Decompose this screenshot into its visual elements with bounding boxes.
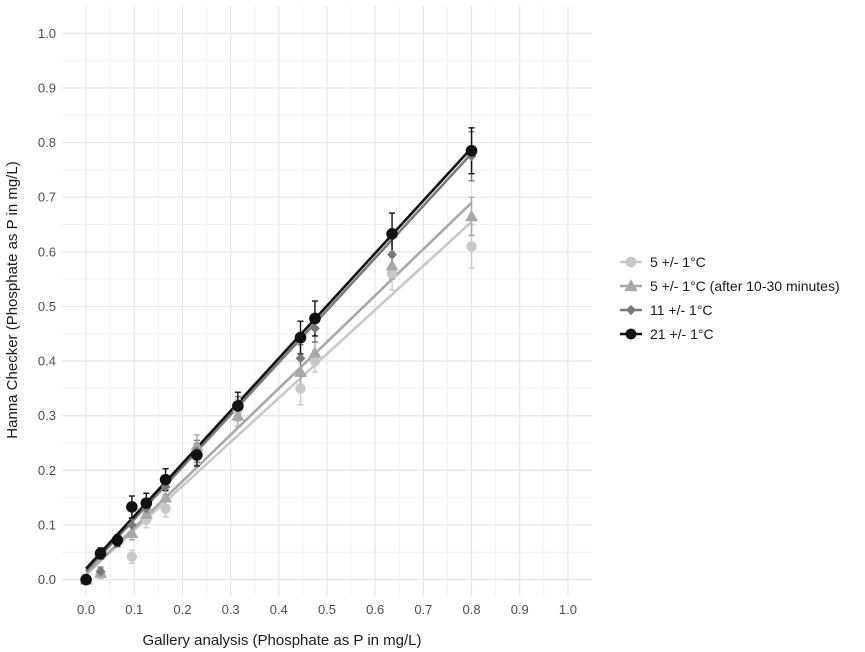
data-point-series-3 bbox=[387, 249, 397, 260]
data-point-series-2 bbox=[190, 439, 204, 451]
legend-key-marker bbox=[625, 304, 637, 316]
legend-item-series-1: 5 +/- 1°C bbox=[620, 254, 706, 270]
legend: 5 +/- 1°C 5 +/- 1°C (after 10-30 minutes)… bbox=[620, 254, 840, 342]
data-point-series-1 bbox=[126, 551, 138, 562]
y-tick-label: 0.5 bbox=[38, 299, 56, 314]
legend-label: 5 +/- 1°C bbox=[650, 254, 706, 270]
data-point-series-1 bbox=[309, 355, 321, 367]
y-tick-label: 0.8 bbox=[38, 135, 56, 150]
legend-item-series-2: 5 +/- 1°C (after 10-30 minutes) bbox=[620, 278, 840, 294]
x-tick-label: 0.4 bbox=[270, 602, 288, 617]
data-point-series-4 bbox=[111, 534, 124, 547]
data-point-series-4 bbox=[386, 228, 398, 240]
grid-major bbox=[62, 6, 592, 596]
x-tick-label: 0.8 bbox=[463, 602, 481, 617]
data-point-series-4 bbox=[80, 573, 92, 586]
data-point-series-4 bbox=[94, 547, 107, 560]
data-point-series-2 bbox=[294, 365, 307, 377]
data-point-series-4 bbox=[159, 473, 172, 486]
data-point-series-1 bbox=[466, 241, 477, 252]
y-tick-label: 0.6 bbox=[38, 244, 56, 259]
x-tick-label: 0.2 bbox=[173, 602, 191, 617]
x-axis-ticks: 0.0 0.1 0.2 0.3 0.4 0.5 0.6 0.7 0.8 0.9 1.0 bbox=[77, 602, 577, 617]
x-tick-label: 0.0 bbox=[77, 602, 95, 617]
y-axis-title: Hanna Checker (Phosphate as P in mg/L) bbox=[4, 161, 21, 438]
data-point-series-4 bbox=[126, 501, 138, 513]
legend-key-marker bbox=[625, 256, 637, 268]
data-points bbox=[79, 144, 479, 586]
y-tick-label: 0.7 bbox=[38, 190, 56, 205]
fit-line-series-4 bbox=[85, 147, 473, 570]
legend-key-marker bbox=[624, 279, 638, 292]
data-point-series-3 bbox=[295, 353, 306, 364]
y-tick-label: 0.4 bbox=[38, 354, 56, 369]
data-point-series-2 bbox=[231, 409, 245, 421]
data-point-series-2 bbox=[385, 258, 399, 271]
data-point-series-2 bbox=[159, 491, 173, 503]
data-point-series-4 bbox=[465, 144, 478, 157]
data-point-series-2 bbox=[125, 526, 139, 539]
data-point-series-1 bbox=[160, 503, 171, 514]
x-tick-label: 0.7 bbox=[414, 602, 432, 617]
data-point-series-3 bbox=[310, 323, 320, 334]
data-point-series-4 bbox=[232, 400, 244, 412]
legend-key-marker bbox=[625, 328, 637, 340]
y-tick-label: 0.3 bbox=[38, 408, 56, 423]
data-point-series-3 bbox=[95, 566, 106, 577]
data-point-series-3 bbox=[126, 520, 137, 530]
data-point-series-2 bbox=[308, 346, 322, 358]
data-point-series-4 bbox=[191, 449, 203, 461]
fit-line-series-2 bbox=[85, 201, 473, 576]
legend-item-series-4: 21 +/- 1°C bbox=[620, 326, 714, 342]
x-axis-title: Gallery analysis (Phosphate as P in mg/L… bbox=[142, 632, 421, 649]
y-tick-label: 0.0 bbox=[38, 572, 56, 587]
data-point-series-1 bbox=[295, 383, 306, 394]
x-tick-label: 0.6 bbox=[366, 602, 384, 617]
legend-label: 11 +/- 1°C bbox=[650, 302, 713, 318]
data-point-series-1 bbox=[386, 268, 398, 279]
data-point-series-4 bbox=[294, 331, 307, 344]
y-tick-label: 0.2 bbox=[38, 463, 56, 478]
x-tick-label: 0.3 bbox=[222, 602, 240, 617]
x-tick-label: 0.5 bbox=[318, 602, 336, 617]
data-point-series-2 bbox=[465, 209, 479, 222]
x-tick-label: 0.1 bbox=[125, 602, 143, 617]
legend-label: 5 +/- 1°C (after 10-30 minutes) bbox=[650, 278, 840, 294]
data-point-series-4 bbox=[309, 312, 321, 325]
x-tick-label: 1.0 bbox=[559, 602, 577, 617]
data-point-series-4 bbox=[140, 497, 153, 509]
y-axis-ticks: 0.0 0.1 0.2 0.3 0.4 0.5 0.6 0.7 0.8 0.9 1.0 bbox=[38, 26, 56, 587]
y-tick-label: 1.0 bbox=[38, 26, 56, 41]
legend-item-series-3: 11 +/- 1°C bbox=[620, 302, 713, 318]
x-tick-label: 0.9 bbox=[511, 602, 529, 617]
legend-label: 21 +/- 1°C bbox=[650, 326, 714, 342]
y-tick-label: 0.1 bbox=[38, 517, 56, 532]
y-tick-label: 0.9 bbox=[38, 80, 56, 95]
